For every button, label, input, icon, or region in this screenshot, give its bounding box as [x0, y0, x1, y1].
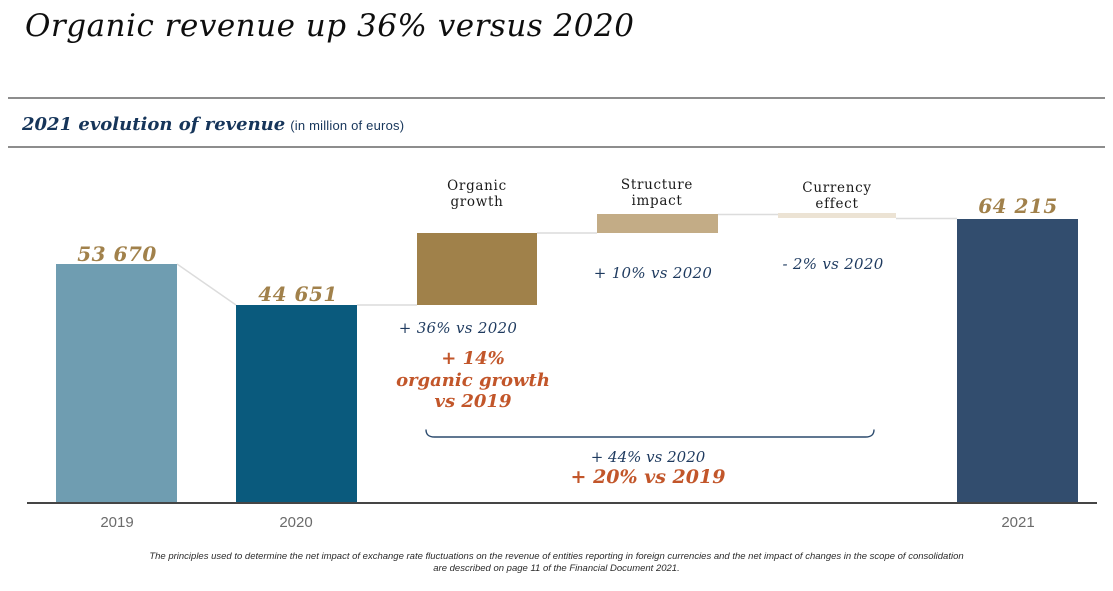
chart-section-heading: 2021 evolution of revenue (in million of …	[22, 114, 404, 135]
divider-bottom	[8, 146, 1105, 148]
axis-label-2021: 2021	[1001, 514, 1035, 531]
bar-2021	[957, 219, 1078, 502]
annotation-organic-growth-vs-2019: + 14% organic growth vs 2019	[396, 348, 550, 412]
column-header-currency-effect: Currency effect	[802, 180, 872, 212]
value-label-2019: 53 670	[77, 242, 157, 266]
x-axis-baseline	[27, 502, 1097, 504]
value-label-2020: 44 651	[258, 282, 338, 306]
bar-2020	[236, 305, 357, 502]
column-header-structure-impact: Structure impact	[620, 177, 694, 209]
axis-label-2020: 2020	[279, 514, 313, 531]
delta-label-currency-effect: - 2% vs 2020	[782, 255, 884, 273]
delta-label-organic-growth: + 36% vs 2020	[398, 319, 518, 337]
bar-structure-impact	[597, 214, 718, 233]
bar-currency-effect	[778, 213, 896, 218]
annotation-total-vs-2020: + 44% vs 2020	[590, 448, 706, 466]
chart-title: 2021 evolution of revenue	[22, 114, 286, 135]
column-header-organic-growth: Organic growth	[447, 178, 507, 210]
axis-label-2019: 2019	[100, 514, 134, 531]
delta-label-structure-impact: + 10% vs 2020	[593, 264, 713, 282]
bar-2019	[56, 264, 177, 502]
divider-top	[8, 97, 1105, 99]
footnote: The principles used to determine the net…	[149, 551, 964, 574]
bar-organic-growth	[417, 233, 537, 305]
page-title: Organic revenue up 36% versus 2020	[25, 8, 635, 44]
total-growth-bracket	[425, 429, 875, 438]
value-label-2021: 64 215	[978, 194, 1058, 218]
annotation-total-vs-2019: + 20% vs 2019	[570, 466, 726, 488]
chart-unit-note: (in million of euros)	[290, 118, 405, 133]
